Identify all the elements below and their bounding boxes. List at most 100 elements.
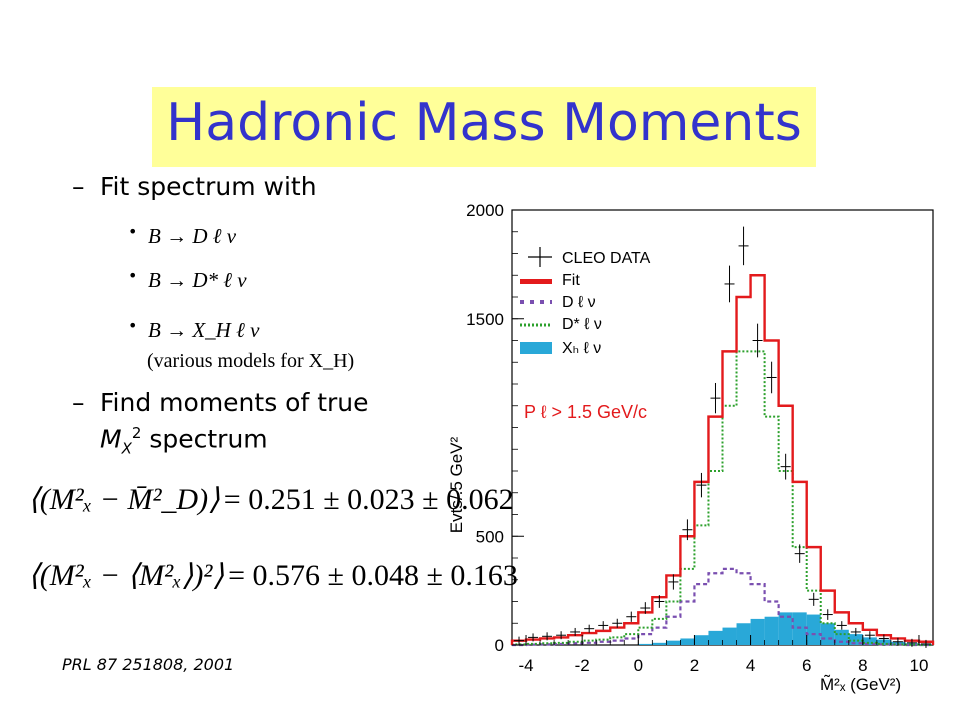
data-point (556, 631, 567, 640)
data-point (850, 627, 861, 636)
bullet-marker: • (128, 222, 138, 241)
y-axis-label: Evts/.5 GeV² (447, 436, 466, 533)
legend-data-marker (528, 247, 552, 267)
x-tick-label: 10 (910, 656, 929, 675)
x-tick-label: 0 (634, 656, 643, 675)
xh-bar (778, 612, 793, 645)
decay-d-lnu: B → D ℓ ν (148, 224, 237, 248)
data-point (528, 633, 539, 642)
legend: CLEO DATA Fit D ℓ ν D* ℓ ν Xₕ ℓ ν (520, 247, 651, 357)
equation-first-moment: ⟨(M²ₓ − M̄²_D)⟩ = 0.251 ± 0.023 ± 0.062 (28, 482, 514, 517)
x-tick-label: 2 (690, 656, 699, 675)
bullet-text: Fit spectrum with (100, 172, 317, 201)
data-point (682, 519, 693, 541)
xh-bar (722, 627, 737, 645)
x-tick-label: -4 (518, 656, 533, 675)
spectrum-text: spectrum (141, 424, 268, 454)
momentum-cut-label: P ℓ > 1.5 GeV/c (524, 402, 647, 422)
xh-bar (708, 630, 723, 645)
data-point (766, 361, 777, 394)
bullet-text: Find moments of true (100, 388, 369, 417)
equation-lhs: ⟨(M²ₓ − M̄²_D)⟩ (28, 483, 220, 516)
data-point (514, 636, 525, 645)
x-tick-label: -2 (575, 656, 590, 675)
legend-label-dstar: D* ℓ ν (562, 316, 602, 333)
slide-title: Hadronic Mass Moments (166, 93, 802, 153)
mass-symbol: M (100, 424, 122, 454)
bullet-marker: • (128, 266, 138, 285)
bullet-find-moments-line2: MX2 spectrum (100, 424, 268, 457)
data-point (570, 627, 581, 636)
equation-rhs: = 0.576 ± 0.048 ± 0.163 (228, 559, 518, 592)
x-tick-label: 8 (858, 656, 867, 675)
data-point (878, 634, 889, 643)
dash-marker: – (72, 172, 85, 201)
data-point (738, 226, 749, 266)
data-point (906, 638, 917, 647)
data-point (584, 624, 595, 633)
y-tick-label: 1500 (466, 310, 504, 329)
dash-marker: – (72, 388, 85, 417)
decay-dstar-lnu: B → D* ℓ ν (148, 268, 247, 292)
equation-second-moment: ⟨(M²ₓ − ⟨M²ₓ⟩)²⟩ = 0.576 ± 0.048 ± 0.163 (28, 558, 518, 593)
data-point (598, 621, 609, 630)
data-point (626, 611, 637, 622)
data-point (822, 609, 833, 620)
mass-superscript: 2 (131, 424, 142, 442)
xh-models-note: (various models for X_H) (147, 350, 355, 372)
xh-bar (806, 614, 821, 645)
axes: -4 -2 0 2 4 6 8 10 0 500 1500 2000 (466, 201, 928, 675)
xh-bar (680, 638, 695, 645)
fit-histogram (510, 274, 935, 645)
mass-spectrum-chart: -4 -2 0 2 4 6 8 10 0 500 1500 2000 CLEO DATA Fit D … (447, 201, 935, 694)
data-point (836, 621, 847, 630)
legend-swatch-fit (520, 279, 552, 284)
xh-bar (862, 637, 877, 645)
y-tick-label: 500 (476, 527, 504, 546)
data-point (864, 631, 875, 640)
xh-bar (638, 643, 653, 645)
data-point (668, 574, 679, 590)
xh-lnu-histogram (638, 612, 933, 645)
data-point (696, 472, 707, 498)
xh-bar (694, 635, 709, 645)
data-point (794, 544, 805, 563)
title-banner: Hadronic Mass Moments (152, 87, 816, 167)
data-point (892, 637, 903, 646)
data-point (542, 632, 553, 641)
data-point (920, 639, 931, 648)
x-tick-label: 4 (746, 656, 755, 675)
data-point (640, 602, 651, 614)
cleo-data-points (514, 226, 931, 648)
x-axis-label: M̃²ₓ (GeV²) (820, 674, 901, 694)
legend-label-fit: Fit (562, 272, 580, 289)
reference: PRL 87 251808, 2001 (62, 655, 235, 674)
y-tick-label: 2000 (466, 201, 504, 220)
xh-bar (666, 640, 681, 645)
decay-xh-lnu: B → X_H ℓ ν (148, 318, 260, 342)
data-point (654, 595, 665, 608)
xh-bar (820, 623, 835, 645)
data-point (752, 323, 763, 358)
fit-line (510, 274, 935, 645)
xh-bar (750, 618, 765, 645)
xh-bar (848, 634, 863, 645)
equation-lhs: ⟨(M²ₓ − ⟨M²ₓ⟩)²⟩ (28, 559, 225, 592)
xh-bar (652, 642, 667, 645)
bullet-marker: • (128, 316, 138, 335)
data-point (710, 382, 721, 414)
legend-label-xh: Xₕ ℓ ν (562, 340, 601, 357)
y-tick-label: 0 (495, 636, 504, 655)
data-point (612, 618, 623, 628)
legend-label-d: D ℓ ν (562, 294, 596, 311)
xh-bar (764, 616, 779, 645)
equation-rhs: = 0.251 ± 0.023 ± 0.062 (223, 483, 514, 516)
x-tick-label: 6 (802, 656, 811, 675)
legend-label-data: CLEO DATA (562, 250, 651, 267)
data-point (808, 592, 819, 606)
mass-subscript: X (121, 439, 132, 458)
data-point (780, 453, 791, 480)
legend-swatch-xh (520, 342, 552, 354)
xh-bar (736, 623, 751, 645)
data-point (724, 265, 735, 303)
